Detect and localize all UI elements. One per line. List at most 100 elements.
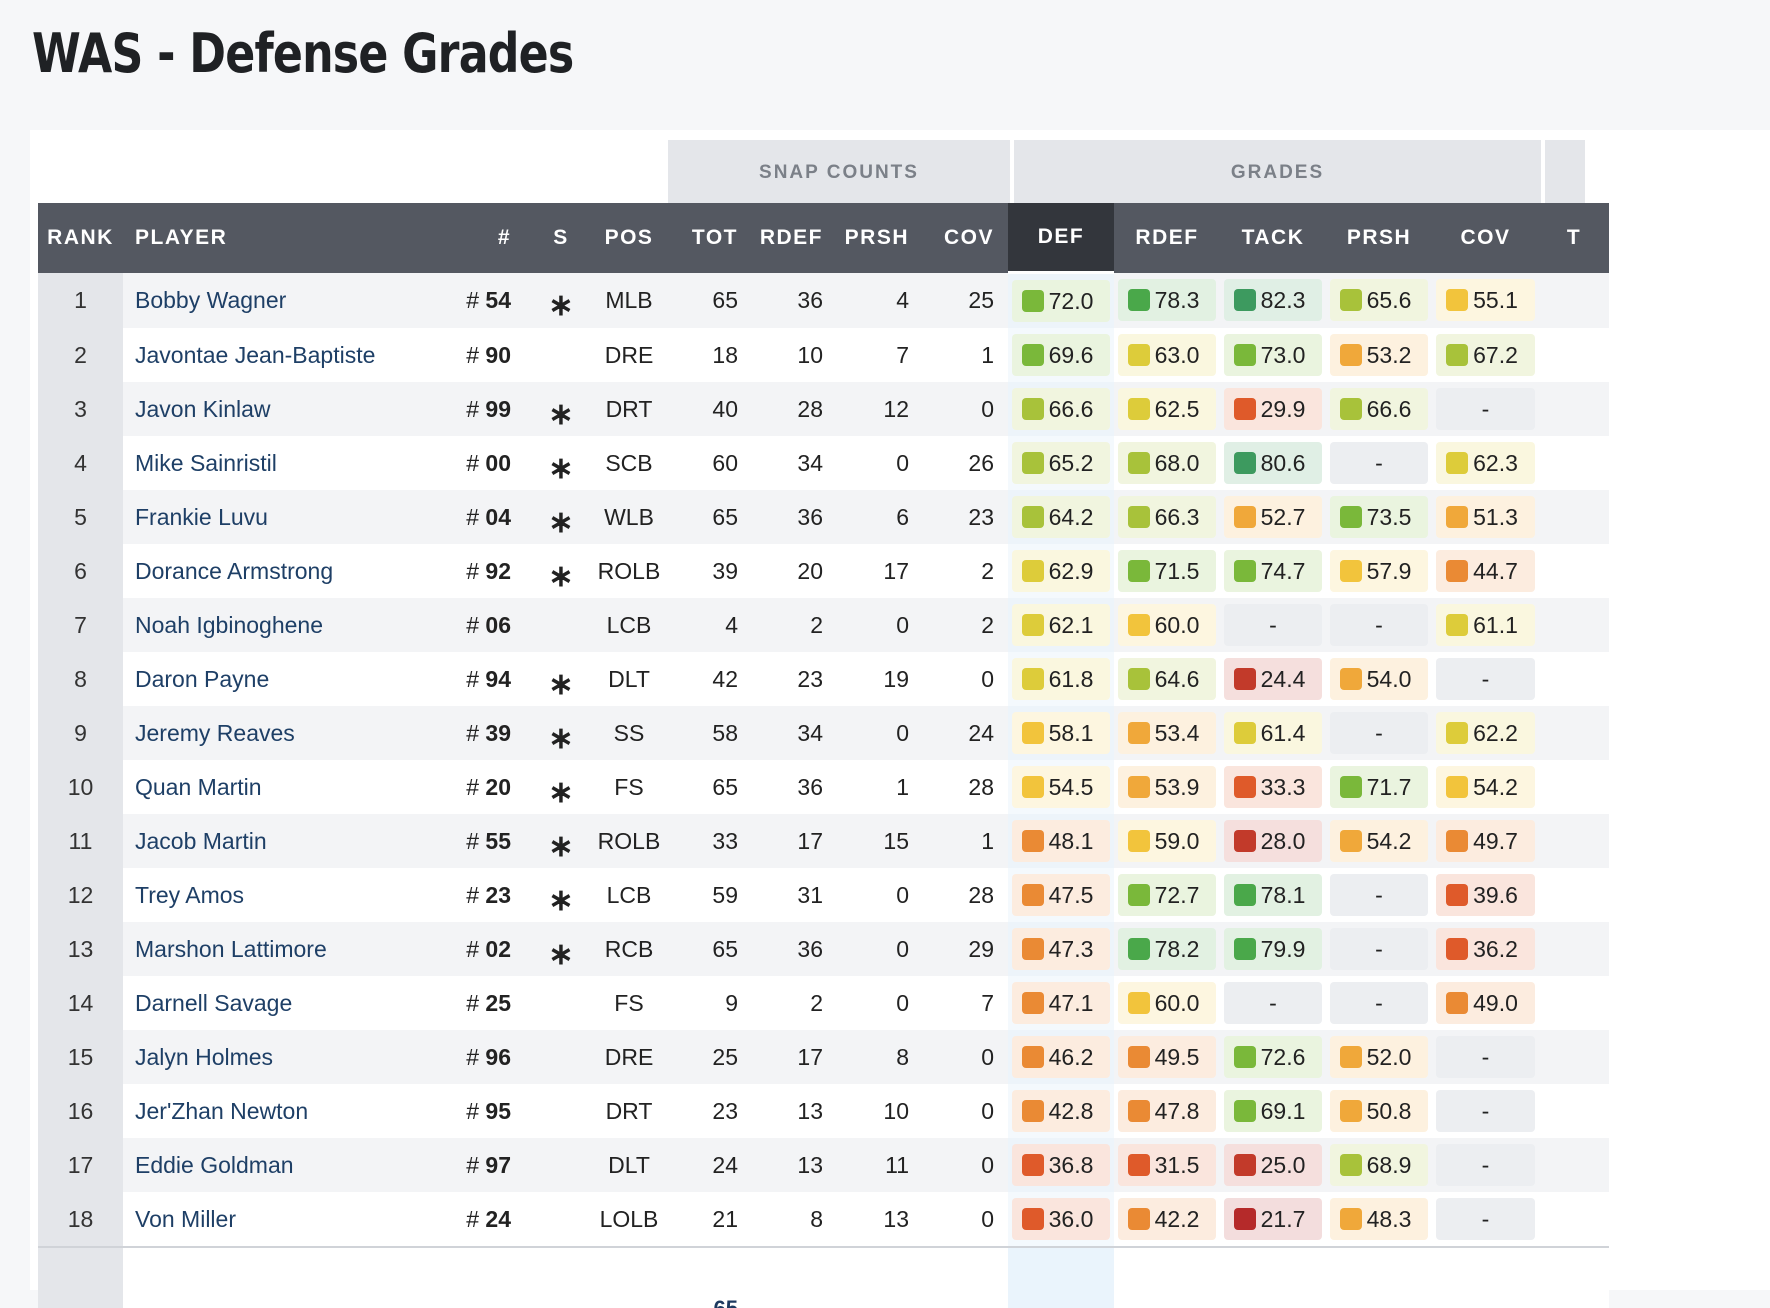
grade-value: 49.7 — [1473, 828, 1518, 855]
player-link[interactable]: Frankie Luvu — [135, 504, 268, 530]
col-snap-tot[interactable]: TOT — [661, 203, 752, 273]
grade-cov-cell: 44.7 — [1432, 544, 1539, 598]
grade-rdef: 64.6 — [1118, 658, 1216, 700]
player-cell: Bobby Wagner — [123, 273, 459, 329]
grade-prsh: 65.6 — [1330, 279, 1428, 321]
grade-def: 42.8 — [1012, 1090, 1110, 1132]
player-link[interactable]: Trey Amos — [135, 882, 244, 908]
grade-value: 53.2 — [1367, 342, 1412, 369]
grade-color-swatch — [1234, 452, 1256, 474]
player-link[interactable]: Javontae Jean-Baptiste — [135, 342, 375, 368]
grade-tack: 82.3 — [1224, 279, 1322, 321]
snap-prsh: 19 — [837, 652, 923, 706]
player-link[interactable]: Dorance Armstrong — [135, 558, 333, 584]
grade-def-cell: 58.1 — [1008, 706, 1114, 760]
col-grade-rdef[interactable]: RDEF — [1114, 203, 1220, 273]
totals-row: 65 — [38, 1247, 1609, 1308]
player-link[interactable]: Noah Igbinoghene — [135, 612, 323, 638]
player-link[interactable]: Mike Sainristil — [135, 450, 277, 476]
player-link[interactable]: Quan Martin — [135, 774, 262, 800]
totals-cell — [525, 1247, 597, 1308]
snap-tot: 21 — [661, 1192, 752, 1247]
player-link[interactable]: Marshon Lattimore — [135, 936, 327, 962]
col-starter[interactable]: S — [525, 203, 597, 273]
player-link[interactable]: Daron Payne — [135, 666, 269, 692]
col-position[interactable]: POS — [597, 203, 661, 273]
player-link[interactable]: Jacob Martin — [135, 828, 267, 854]
player-link[interactable]: Jer'Zhan Newton — [135, 1098, 308, 1124]
grade-def-cell: 72.0 — [1008, 273, 1114, 329]
col-grade-tack[interactable]: TACK — [1220, 203, 1326, 273]
jersey-number: # 94 — [459, 652, 525, 706]
grade-rdef: 72.7 — [1118, 874, 1216, 916]
col-grade-def[interactable]: DEF — [1008, 203, 1114, 273]
grade-value: 39.6 — [1473, 882, 1518, 909]
col-number[interactable]: # — [459, 203, 525, 273]
grade-tack-cell: 74.7 — [1220, 544, 1326, 598]
grade-value: 28.0 — [1261, 828, 1306, 855]
col-snap-prsh[interactable]: PRSH — [837, 203, 923, 273]
snap-cov: 1 — [923, 328, 1008, 382]
next-col-cell — [1539, 760, 1609, 814]
grade-tack-cell: 28.0 — [1220, 814, 1326, 868]
grade-color-swatch — [1340, 668, 1362, 690]
grade-cov-cell: 49.0 — [1432, 976, 1539, 1030]
col-snap-cov[interactable]: COV — [923, 203, 1008, 273]
col-snap-rdef[interactable]: RDEF — [752, 203, 837, 273]
col-player[interactable]: PLAYER — [123, 203, 459, 273]
grade-color-swatch — [1022, 1046, 1044, 1068]
player-link[interactable]: Eddie Goldman — [135, 1152, 294, 1178]
player-link[interactable]: Jalyn Holmes — [135, 1044, 273, 1070]
player-link[interactable]: Javon Kinlaw — [135, 396, 271, 422]
grade-prsh: 52.0 — [1330, 1036, 1428, 1078]
col-grade-cov[interactable]: COV — [1432, 203, 1539, 273]
grade-cov-cell: - — [1432, 1030, 1539, 1084]
grade-prsh-cell: 53.2 — [1326, 328, 1432, 382]
grade-color-swatch — [1128, 830, 1150, 852]
grade-def: 62.9 — [1012, 550, 1110, 592]
grade-color-swatch — [1446, 614, 1468, 636]
player-link[interactable]: Darnell Savage — [135, 990, 292, 1016]
grade-cov: 62.3 — [1436, 442, 1535, 484]
grade-color-swatch — [1340, 344, 1362, 366]
col-next[interactable]: T — [1539, 203, 1609, 273]
grade-color-swatch — [1128, 776, 1150, 798]
grade-rdef-cell: 60.0 — [1114, 598, 1220, 652]
snap-cov: 29 — [923, 922, 1008, 976]
player-cell: Darnell Savage — [123, 976, 459, 1030]
grade-value: 42.2 — [1155, 1206, 1200, 1233]
player-link[interactable]: Von Miller — [135, 1206, 236, 1232]
grade-value: 24.4 — [1261, 666, 1306, 693]
grade-cov-cell: 54.2 — [1432, 760, 1539, 814]
grade-def: 47.3 — [1012, 928, 1110, 970]
grade-tack: - — [1224, 604, 1322, 646]
col-grade-prsh[interactable]: PRSH — [1326, 203, 1432, 273]
grade-def: 54.5 — [1012, 766, 1110, 808]
jersey-number-value: 06 — [485, 612, 511, 638]
next-col-cell — [1539, 382, 1609, 436]
grade-value: 63.0 — [1155, 342, 1200, 369]
col-rank[interactable]: RANK — [38, 203, 123, 273]
snap-prsh: 0 — [837, 868, 923, 922]
player-link[interactable]: Bobby Wagner — [135, 287, 286, 313]
grade-value: 51.3 — [1473, 504, 1518, 531]
player-link[interactable]: Jeremy Reaves — [135, 720, 295, 746]
